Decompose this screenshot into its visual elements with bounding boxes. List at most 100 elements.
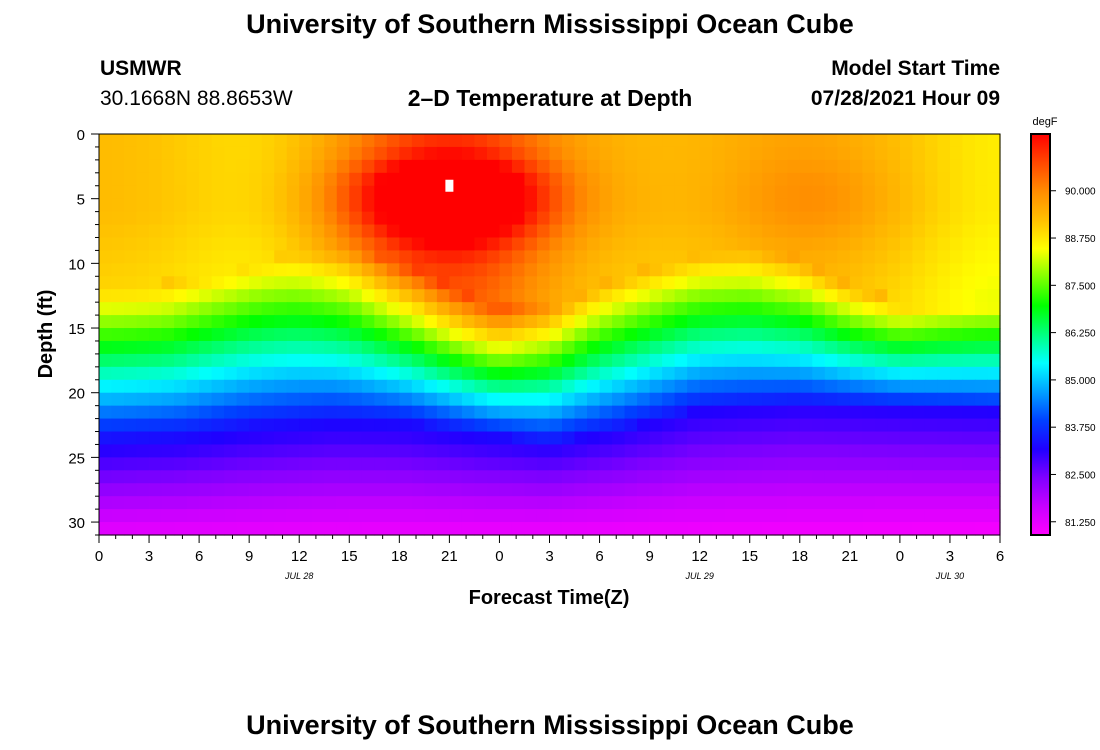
heatmap-cell — [224, 470, 238, 484]
heatmap-cell — [637, 224, 651, 239]
heatmap-cell — [937, 224, 951, 239]
heatmap-cell — [174, 496, 188, 510]
heatmap-cell — [536, 328, 551, 342]
heatmap-cell — [461, 405, 476, 420]
heatmap-cell — [111, 211, 125, 226]
heatmap-cell — [787, 379, 801, 394]
heatmap-cell — [674, 522, 688, 536]
heatmap-cell — [124, 289, 138, 303]
heatmap-cell — [962, 392, 976, 407]
heatmap-cell — [574, 159, 588, 174]
heatmap-cell — [349, 431, 363, 446]
heatmap-cell — [499, 418, 513, 433]
heatmap-cell — [411, 146, 425, 161]
heatmap-cell — [824, 522, 838, 536]
heatmap-cell — [349, 444, 363, 458]
heatmap-cell — [724, 134, 738, 148]
heatmap-cell — [349, 211, 363, 226]
heatmap-cell — [536, 185, 551, 200]
heatmap-cell — [324, 496, 338, 510]
heatmap-cell — [912, 276, 926, 290]
heatmap-cell — [461, 250, 476, 264]
colorbar-tick-label: 81.250 — [1065, 518, 1096, 529]
heatmap-cell — [199, 444, 213, 458]
heatmap-cell — [812, 250, 826, 264]
heatmap-cell — [862, 496, 876, 510]
heatmap-cell — [937, 263, 951, 277]
heatmap-cell — [974, 146, 989, 161]
heatmap-cell — [862, 263, 876, 277]
heatmap-cell — [249, 418, 263, 433]
heatmap-cell — [374, 146, 388, 161]
heatmap-cell — [562, 302, 576, 316]
heatmap-cell — [699, 405, 713, 420]
heatmap-cell — [674, 198, 688, 213]
heatmap-cell — [349, 483, 363, 497]
heatmap-cell — [374, 224, 388, 239]
heatmap-cell — [949, 444, 964, 458]
heatmap-cell — [824, 483, 838, 497]
heatmap-cell — [562, 211, 576, 226]
heatmap-cell — [587, 366, 601, 381]
heatmap-cell — [374, 483, 388, 497]
heatmap-cell — [311, 392, 325, 407]
heatmap-cell — [374, 522, 388, 536]
heatmap-cell — [224, 289, 238, 303]
heatmap-cell — [862, 483, 876, 497]
heatmap-cell — [962, 250, 976, 264]
heatmap-cell — [949, 405, 964, 420]
heatmap-cell — [662, 172, 676, 187]
heatmap-cell — [361, 315, 375, 329]
heatmap-cell — [299, 224, 313, 239]
heatmap-cell — [549, 483, 563, 497]
heatmap-cell — [974, 496, 989, 510]
heatmap-cell — [662, 509, 676, 523]
heatmap-cell — [324, 250, 338, 264]
heatmap-cell — [274, 198, 288, 213]
heatmap-cell — [386, 418, 400, 433]
heatmap-cell — [336, 185, 350, 200]
heatmap-cell — [662, 340, 676, 355]
heatmap-cell — [274, 224, 288, 239]
heatmap-cell — [574, 405, 588, 420]
heatmap-cell — [199, 483, 213, 497]
heatmap-cell — [862, 457, 876, 471]
heatmap-cell — [236, 509, 250, 523]
heatmap-cell — [186, 172, 200, 187]
heatmap-cell — [286, 496, 300, 510]
heatmap-cell — [587, 457, 601, 471]
heatmap-cell — [862, 522, 876, 536]
heatmap-cell — [699, 457, 713, 471]
heatmap-cell — [286, 340, 300, 355]
heatmap-cell — [349, 315, 363, 329]
heatmap-cell — [386, 315, 400, 329]
heatmap-cell — [587, 185, 601, 200]
heatmap-cell — [424, 366, 438, 381]
heatmap-cell — [774, 198, 788, 213]
heatmap-cell — [662, 353, 676, 368]
heatmap-cell — [411, 250, 425, 264]
heatmap-cell — [261, 366, 275, 381]
heatmap-cell — [887, 159, 901, 174]
heatmap-cell — [962, 328, 976, 342]
heatmap-cell — [562, 509, 576, 523]
heatmap-cell — [211, 418, 225, 433]
heatmap-cell — [587, 198, 601, 213]
heatmap-cell — [186, 134, 200, 148]
heatmap-cell — [899, 250, 913, 264]
heatmap-cell — [987, 146, 1001, 161]
heatmap-cell — [461, 328, 476, 342]
heatmap-cell — [499, 431, 513, 446]
heatmap-cell — [449, 146, 463, 161]
heatmap-cell — [574, 483, 588, 497]
heatmap-cell — [211, 185, 225, 200]
heatmap-cell — [286, 483, 300, 497]
heatmap-cell — [174, 366, 188, 381]
heatmap-cell — [436, 470, 450, 484]
heatmap-cell — [687, 185, 701, 200]
heatmap-cell — [149, 379, 163, 394]
heatmap-cell — [174, 289, 188, 303]
heatmap-cell — [849, 418, 863, 433]
heatmap-cell — [787, 431, 801, 446]
heatmap-cell — [837, 302, 851, 316]
